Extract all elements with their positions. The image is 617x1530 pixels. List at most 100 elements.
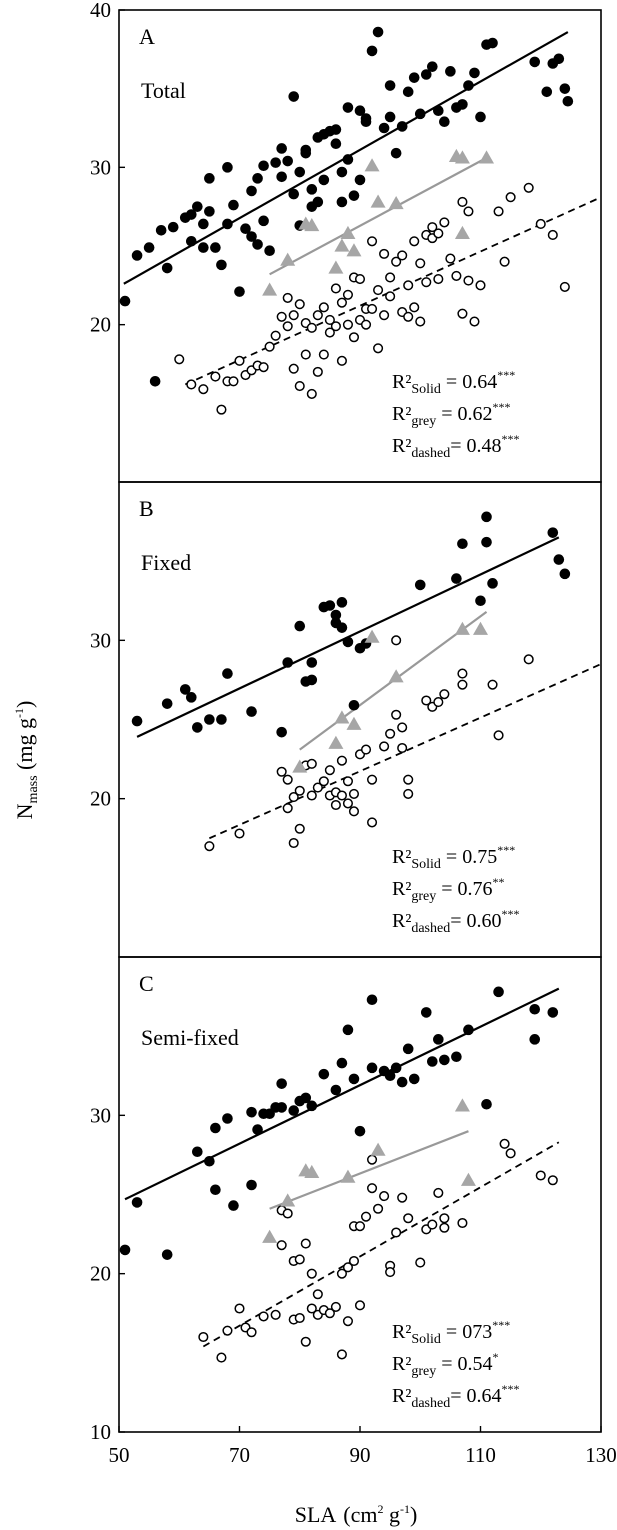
- panel-a-solid-point-82: [553, 53, 565, 65]
- panel-b-open-point-14: [324, 765, 335, 776]
- r2-significance: ***: [502, 907, 520, 921]
- panel-c-open-point-40: [397, 1192, 408, 1203]
- panel-a-solid-point-10: [192, 201, 203, 212]
- panel-a-solid-point-51: [342, 102, 354, 113]
- panel-a-open-point-11: [258, 362, 269, 373]
- panel-a-open-point-47: [379, 248, 390, 259]
- r2-prefix: R²: [392, 878, 411, 900]
- panel-b-r2-solid: R²Solid = 0.75***: [392, 843, 515, 872]
- panel-a-open-point-15: [282, 292, 293, 303]
- panel-a-solid-point-62: [390, 147, 402, 159]
- panel-c-open-point-42: [415, 1257, 426, 1268]
- panel-c-open-point-5: [246, 1327, 257, 1338]
- panel-a-open-point-28: [318, 349, 329, 360]
- panel-a-solid-point-12: [198, 218, 209, 230]
- r2-prefix: R²: [392, 403, 411, 425]
- panel-a-open-point-81: [559, 281, 570, 292]
- panel-b-solid-point-31: [487, 578, 498, 589]
- panel-a-open-point-6: [228, 376, 239, 387]
- panel-c-grey-triangle-5: [370, 1142, 386, 1156]
- panel-b-open-point-0: [204, 841, 215, 852]
- panel-a-solid-point-46: [330, 124, 342, 135]
- panel-c-open-point-39: [391, 1227, 402, 1238]
- panel-a-solid-point-5: [161, 262, 173, 274]
- panel-a-grey-triangle-4: [328, 260, 344, 274]
- panel-b-frame: [118, 481, 602, 958]
- panel-b-grey-triangle-0: [292, 759, 308, 773]
- panel-a-open-point-29: [324, 327, 335, 338]
- panel-c-open-point-7: [270, 1309, 281, 1320]
- panel-b-r2-grey: R²grey = 0.76**: [392, 875, 505, 904]
- x-axis-title: SLA (cm2 g-1): [295, 1502, 418, 1527]
- panel-c-open-point-16: [300, 1336, 311, 1347]
- panel-b-solid-point-10: [282, 657, 294, 668]
- xtick-label-90: 90: [350, 1443, 371, 1467]
- panel-c-ytick-label-30: 30: [90, 1103, 111, 1127]
- r2-subscript: Solid: [411, 382, 441, 397]
- panel-a-open-point-4: [216, 404, 227, 415]
- panel-a-open-point-13: [270, 330, 281, 341]
- panel-c-open-point-51: [535, 1170, 546, 1181]
- panel-c-grey-triangle-1: [280, 1193, 296, 1207]
- panel-b-grey-triangle-5: [388, 669, 404, 683]
- panel-b-open-point-40: [457, 668, 468, 679]
- y-axis-title-unit: (mg g: [12, 718, 37, 775]
- panel-c-open-point-48: [457, 1217, 468, 1229]
- panel-c-solid-point-22: [330, 1084, 342, 1096]
- panel-a-letter: A: [139, 24, 155, 49]
- panel-b-solid-point-13: [306, 657, 318, 668]
- panel-b-open-point-38: [433, 697, 444, 708]
- panel-c-solid-point-8: [228, 1200, 239, 1211]
- panel-a-open-point-34: [336, 355, 347, 366]
- panel-a-solid-point-18: [222, 218, 233, 230]
- panel-a-solid-point-23: [246, 185, 257, 197]
- panel-b-open-point-1: [234, 828, 245, 839]
- panel-a-solid-point-79: [529, 56, 541, 68]
- panel-b-open-point-10: [306, 758, 317, 769]
- panel-a-solid-point-2: [143, 242, 155, 253]
- panel-c-open-point-22: [324, 1308, 335, 1319]
- panel-c-solid-point-10: [246, 1106, 257, 1118]
- panel-a-solid-point-28: [264, 245, 275, 257]
- panel-a-open-point-78: [523, 182, 534, 193]
- panel-b-solid-point-17: [330, 609, 342, 621]
- panel-b-open-point-25: [360, 744, 372, 755]
- panel-a-open-point-80: [547, 229, 558, 241]
- panel-b-solid-point-14: [306, 674, 318, 686]
- y-axis-title: Nmass (mg g-1): [12, 701, 41, 820]
- panel-b-open-point-36: [421, 695, 432, 706]
- panel-c-open-point-13: [294, 1254, 305, 1265]
- panel-c-solid-point-3: [192, 1146, 203, 1158]
- panel-a-open-point-65: [433, 273, 444, 285]
- panel-a-open-point-1: [186, 379, 197, 390]
- panel-c-open-point-8: [276, 1240, 287, 1251]
- panel-a-open-point-44: [367, 303, 378, 314]
- panel-a-solid-point-69: [433, 105, 444, 116]
- r2-value: = 0.76: [436, 878, 492, 900]
- panel-a-solid-point-74: [463, 80, 474, 91]
- x-axis-title-unit-close: ): [410, 1502, 417, 1527]
- panel-b-open-point-21: [342, 798, 354, 809]
- panel-c-solid-point-1: [131, 1197, 143, 1208]
- r2-subscript: grey: [411, 1364, 436, 1379]
- panel-a-solid-point-66: [414, 108, 426, 120]
- panel-c-solid-point-44: [529, 1034, 541, 1045]
- panel-c-open-point-45: [433, 1187, 444, 1198]
- panel-a-solid-point-48: [336, 166, 348, 178]
- panel-a-open-point-35: [342, 319, 354, 330]
- panel-b-grey-triangle-6: [454, 621, 470, 635]
- panel-c-solid-point-15: [276, 1102, 287, 1113]
- panel-a-open-point-23: [306, 322, 317, 333]
- panel-a-solid-point-80: [541, 86, 553, 98]
- panel-a-solid-point-16: [216, 259, 227, 271]
- panel-a-open-point-17: [288, 310, 299, 321]
- panel-b-solid-point-27: [457, 538, 468, 550]
- panel-a-solid-point-19: [228, 199, 239, 211]
- r2-subscript: dashed: [411, 921, 450, 936]
- panel-b-open-point-27: [367, 817, 378, 828]
- r2-significance: *: [493, 1350, 499, 1364]
- panel-a-solid-point-76: [475, 111, 486, 123]
- panel-c-solid-point-24: [342, 1024, 354, 1036]
- panel-a-solid-point-29: [270, 157, 281, 168]
